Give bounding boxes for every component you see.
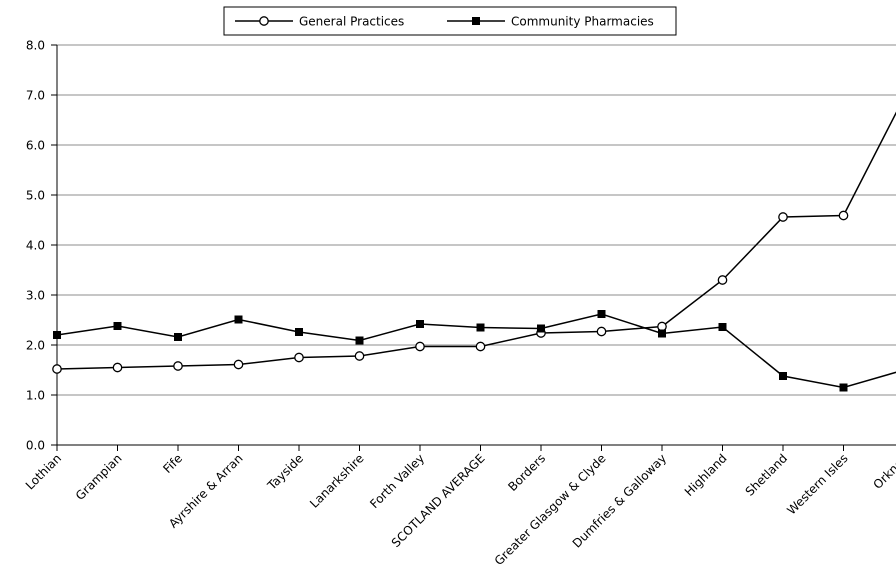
x-tick-label-4: Tayside	[264, 451, 306, 493]
y-tick-label-3: 3.0	[26, 289, 45, 303]
point-general-practices-10	[657, 321, 667, 332]
x-tick-label-11: Highland	[682, 451, 730, 499]
point-general-practices-13	[838, 210, 849, 221]
x-tick-label-13: Western Isles	[784, 451, 850, 517]
point-community-pharmacies-13	[839, 383, 848, 392]
y-tick-label-2: 2.0	[26, 339, 45, 353]
x-tick-label-2: Fife	[160, 451, 185, 476]
point-community-pharmacies-2	[174, 333, 182, 341]
point-community-pharmacies-4	[295, 328, 303, 336]
y-tick-label-5: 5.0	[26, 189, 45, 203]
point-general-practices-12	[778, 212, 788, 222]
point-community-pharmacies-12	[779, 372, 787, 380]
x-tick-label-0: Lothian	[23, 451, 64, 492]
x-tick-label-1: Grampian	[73, 451, 125, 503]
legend: General Practices Community Pharmacies	[223, 6, 677, 36]
legend-marker-general-practices	[259, 16, 269, 26]
point-community-pharmacies-11	[718, 323, 727, 331]
y-tick-label-7: 7.0	[26, 89, 45, 103]
x-tick-label-9: Greater Glasgow & Clyde	[492, 451, 609, 568]
y-tick-label-6: 6.0	[26, 139, 45, 153]
point-general-practices-3	[233, 359, 244, 370]
y-tick-label-4: 4.0	[26, 239, 45, 253]
point-community-pharmacies-7	[476, 323, 485, 332]
point-general-practices-11	[717, 275, 728, 285]
point-general-practices-6	[415, 341, 425, 352]
x-tick-label-14: Orkney	[871, 451, 896, 492]
point-general-practices-5	[354, 351, 365, 361]
legend-label-general-practices: General Practices	[299, 15, 404, 29]
point-general-practices-9	[596, 326, 607, 337]
point-general-practices-4	[294, 352, 304, 363]
point-general-practices-0	[52, 364, 62, 374]
point-general-practices-7	[475, 341, 486, 352]
point-general-practices-1	[112, 362, 123, 373]
point-community-pharmacies-9	[597, 310, 606, 318]
axes	[51, 44, 896, 451]
point-community-pharmacies-8	[537, 324, 545, 333]
y-tick-label-0: 0.0	[26, 439, 45, 453]
point-general-practices-2	[173, 361, 183, 371]
point-community-pharmacies-0	[53, 331, 61, 339]
x-tick-label-5: Lanarkshire	[307, 451, 366, 510]
point-community-pharmacies-3	[234, 315, 243, 324]
x-tick-label-12: Shetland	[743, 451, 791, 499]
x-tick-label-8: Borders	[505, 451, 548, 494]
legend-label-community-pharmacies: Community Pharmacies	[511, 15, 654, 29]
point-community-pharmacies-6	[416, 320, 424, 328]
series-layer	[52, 111, 896, 392]
legend-marker-community-pharmacies	[472, 17, 480, 25]
point-community-pharmacies-5	[355, 336, 364, 345]
point-community-pharmacies-10	[658, 329, 666, 338]
x-tick-label-6: Forth Valley	[367, 451, 427, 511]
y-tick-label-1: 1.0	[26, 389, 45, 403]
y-tick-label-8: 8.0	[26, 39, 45, 53]
gridlines	[57, 44, 896, 396]
point-community-pharmacies-1	[113, 322, 122, 330]
y-tick-labels: 0.0 1.0 2.0 3.0 4.0 5.0 6.0 7.0 8.0	[26, 39, 45, 453]
